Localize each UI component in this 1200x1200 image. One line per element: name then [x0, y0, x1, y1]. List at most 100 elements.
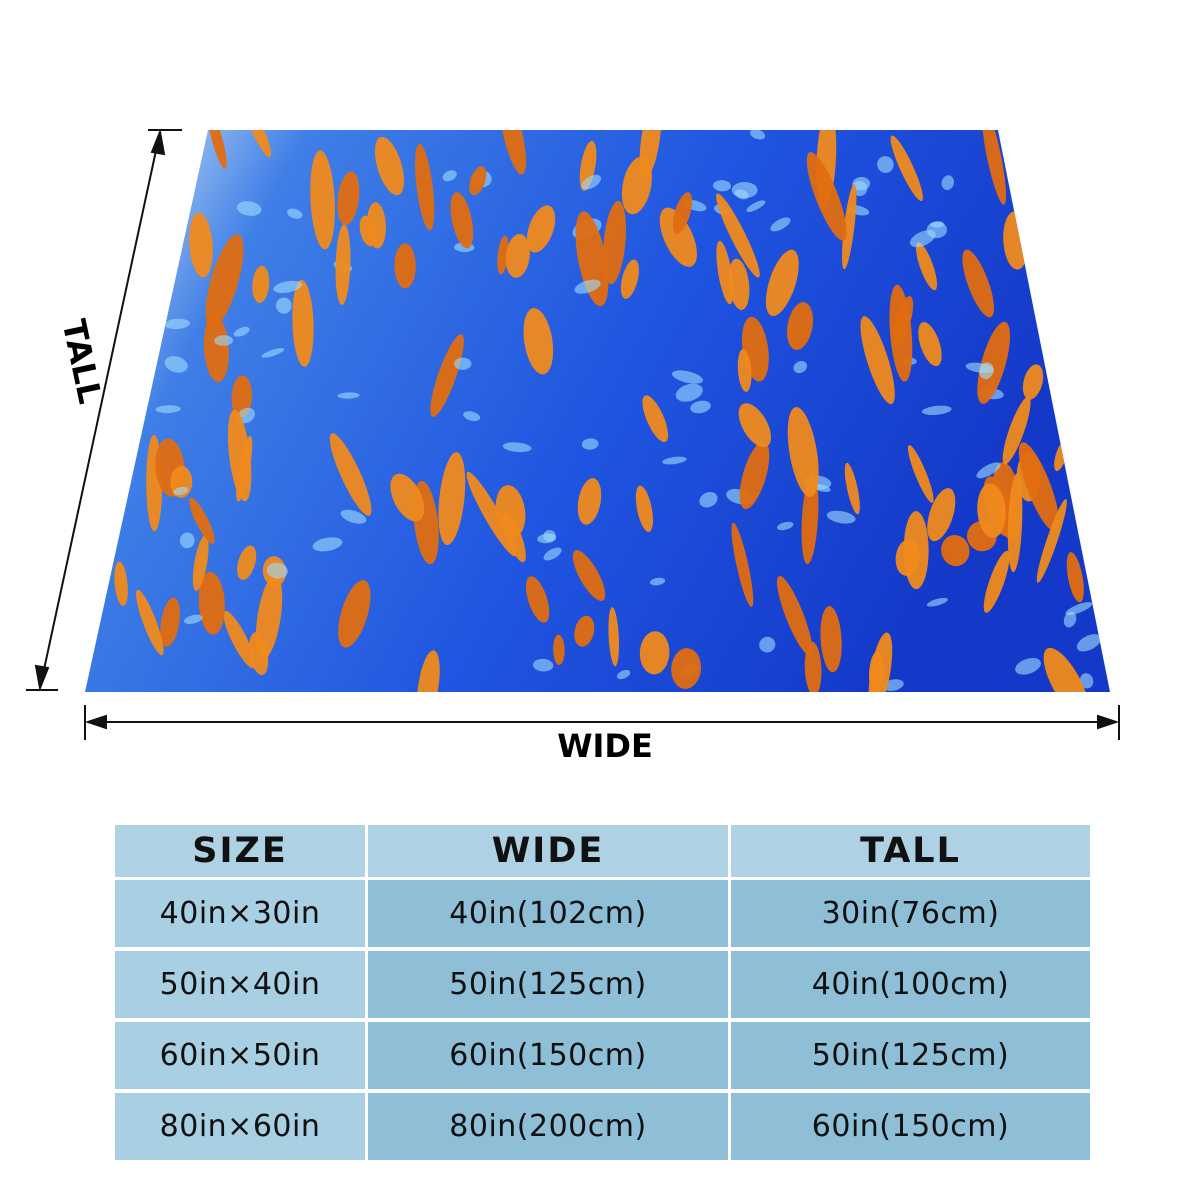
pattern-blob [1015, 657, 1041, 675]
pattern-blob [430, 334, 464, 417]
pattern-blob [114, 561, 128, 607]
pattern-blob [1007, 473, 1023, 573]
pattern-blob [553, 634, 565, 665]
pattern-blob [155, 405, 181, 414]
pattern-blob [1066, 552, 1084, 603]
pattern-blob [394, 243, 416, 289]
pattern-blob [442, 170, 457, 182]
pattern-blob [160, 183, 175, 200]
pattern-blob [635, 485, 653, 532]
table-cell: 60in(150cm) [368, 1022, 728, 1089]
pattern-blob [806, 152, 847, 241]
pattern-blob [826, 510, 856, 524]
arrow-head [1097, 714, 1120, 730]
pattern-blob [844, 462, 860, 515]
pattern-blob [895, 539, 920, 576]
pattern-blob [106, 277, 124, 368]
pattern-blob [786, 302, 814, 350]
pattern-blob [712, 180, 732, 192]
pattern-blob [1068, 149, 1096, 204]
table-cell: 50in(125cm) [731, 1022, 1090, 1089]
pattern-blob [671, 370, 704, 384]
pattern-blob [417, 650, 440, 692]
pattern-blob [699, 491, 718, 508]
tall-arrow [39, 131, 161, 689]
pattern-blob [90, 229, 104, 248]
table-cell: 60in(150cm) [731, 1093, 1090, 1160]
table-cell: 80in×60in [115, 1093, 365, 1160]
pattern-blob [497, 235, 509, 275]
pattern-blob [941, 175, 954, 191]
pattern-blob [1089, 468, 1110, 503]
pattern-blob [981, 130, 1007, 205]
pattern-blob [255, 575, 283, 660]
pattern-blob [1070, 274, 1110, 358]
tall-label: TALL [55, 316, 110, 407]
table-cell: 50in×40in [115, 951, 365, 1018]
pattern-blob [776, 521, 794, 531]
pattern-blob [198, 571, 225, 635]
pattern-blob [716, 193, 760, 278]
pattern-blob [469, 166, 487, 196]
pattern-blob [889, 284, 913, 382]
pattern-blob [738, 403, 772, 448]
pattern-blob [183, 614, 203, 624]
pattern-blob [842, 184, 857, 270]
pattern-blob [502, 442, 532, 453]
pattern-blob [890, 135, 923, 202]
pattern-blob [820, 606, 842, 673]
pattern-blob [1043, 647, 1089, 692]
pattern-blob [85, 477, 111, 491]
pattern-blob [164, 356, 188, 373]
header-cell: TALL [731, 825, 1090, 877]
pattern-blob [1036, 499, 1067, 583]
pattern-blob [603, 200, 627, 285]
pattern-blob [877, 156, 894, 173]
pattern-blob [716, 240, 734, 305]
pattern-blob [749, 130, 766, 140]
pattern-blob [450, 192, 474, 249]
pattern-blob [233, 326, 250, 337]
pattern-blob [918, 322, 942, 367]
pattern-blob [662, 456, 687, 465]
pattern-blob [941, 534, 970, 567]
pattern-blob [581, 174, 602, 190]
pattern-blob [1068, 220, 1087, 319]
pattern-blob [759, 636, 776, 653]
pattern-blob [1076, 634, 1102, 652]
wide-label: WIDE [557, 727, 653, 765]
pattern-blob [244, 130, 272, 158]
pattern-blob [650, 577, 666, 586]
pattern-blob [466, 471, 517, 557]
table-cell: 50in(125cm) [368, 951, 728, 1018]
pattern-blob [977, 483, 1006, 538]
table-cell: 60in×50in [115, 1022, 365, 1089]
pattern-blob [962, 249, 994, 318]
pattern-blob [390, 473, 425, 522]
pattern-blob [737, 349, 752, 392]
arrow-head [34, 664, 50, 692]
pattern-blob [1002, 396, 1031, 465]
table-cell: 30in(76cm) [731, 880, 1090, 947]
table-cell: 40in(102cm) [368, 880, 728, 947]
pattern-blob [205, 234, 244, 329]
pattern-blob [926, 597, 948, 607]
pattern-blob [910, 230, 936, 248]
pattern-blob [543, 547, 562, 561]
pattern-blob [160, 597, 180, 647]
pattern-blob [266, 562, 288, 579]
pattern-blob [523, 308, 554, 375]
pattern-blob [287, 208, 303, 219]
pattern-blob [192, 535, 209, 592]
pattern-blob [415, 143, 435, 231]
pattern-blob [463, 411, 481, 422]
pattern-blob [537, 533, 557, 544]
pattern-blob [136, 589, 164, 656]
pattern-blob [1065, 602, 1093, 616]
pattern-blob [337, 171, 360, 226]
pattern-blob [731, 522, 754, 608]
pattern-blob [770, 217, 791, 232]
pattern-blob [801, 472, 819, 565]
pattern-blob [93, 135, 116, 151]
